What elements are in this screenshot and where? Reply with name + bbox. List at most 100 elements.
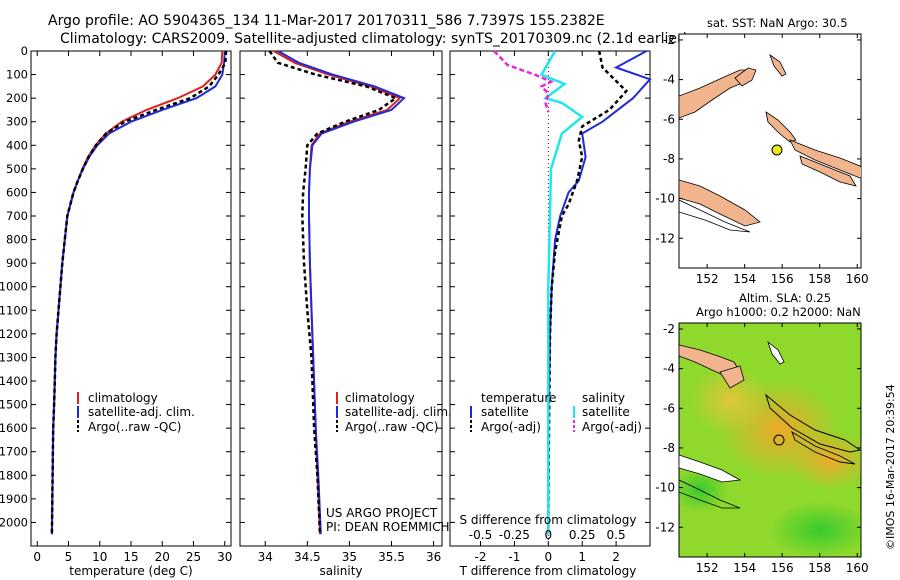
s-argo-difference-line <box>493 50 554 113</box>
climatology-temperature-line <box>50 50 224 535</box>
depth-y-tick-label: 1600 <box>0 421 28 435</box>
sst-map-axes: 152 154 156 158 160 -2 -4 -6 -8 -10 -12 <box>655 33 868 286</box>
temperature-x-tick-label: 25 <box>186 550 201 564</box>
argo-salinity-line <box>268 50 399 535</box>
sla-map-title-2: Argo h1000: 0.2 h2000: NaN <box>696 305 861 319</box>
t-difference-axis-label: T difference from climatology <box>459 564 637 578</box>
difference-x-tick-label: -2 <box>475 550 487 564</box>
solomon-islands-chain <box>789 139 861 179</box>
papua-peninsula <box>679 179 761 227</box>
difference-legend: temperature satellite Argo(-adj) salinit… <box>470 391 642 434</box>
map-lon-tick-label: 158 <box>808 272 831 286</box>
depth-y-tick-label: 1100 <box>0 303 28 317</box>
coast-outline <box>679 199 751 233</box>
map-lon-tick-label: 158 <box>808 561 831 575</box>
papua-peninsula <box>679 454 742 483</box>
salinity-x-tick-label: 35 <box>342 550 357 564</box>
map-lat-tick-label: -8 <box>663 441 675 455</box>
map-lat-tick-label: -10 <box>655 192 675 206</box>
depth-y-tick-label: 1300 <box>0 350 28 364</box>
difference-x-tick-label: 2 <box>612 550 620 564</box>
temperature-x-tick-label: 15 <box>123 550 138 564</box>
coast-outline <box>679 479 741 509</box>
header-line-1: Argo profile: AO 5904365_134 11-Mar-2017… <box>48 13 605 29</box>
sla-high-blob <box>790 430 861 490</box>
header-line-2: Climatology: CARS2009. Satellite-adjuste… <box>60 31 688 47</box>
map-lat-tick-label: -6 <box>663 112 675 126</box>
t-argo-difference-line <box>547 50 629 535</box>
legend-temperature-heading: temperature <box>481 391 556 405</box>
temperature-x-tick-label: 0 <box>33 550 41 564</box>
salinity-x-tick-label: 35.5 <box>378 550 405 564</box>
depth-y-tick-label: 800 <box>6 233 28 247</box>
sla-map-field <box>679 340 861 557</box>
depth-y-tick-label: 300 <box>6 115 28 129</box>
depth-y-tick-label: 1700 <box>0 445 28 459</box>
s-difference-tick-label: 0.25 <box>569 528 596 542</box>
difference-x-tick-label: -1 <box>508 550 520 564</box>
map-lon-tick-label: 156 <box>771 561 794 575</box>
satellite-temperature-line <box>50 50 226 535</box>
temperature-panel: 0 5 10 15 20 25 300100200300400500600700800900… <box>0 44 232 578</box>
depth-y-tick-label: 100 <box>6 68 28 82</box>
depth-y-tick-label: 1800 <box>0 468 28 482</box>
solomon-islands-south <box>799 155 857 187</box>
map-lat-tick-label: -10 <box>655 481 675 495</box>
legend-s-argo-label: Argo(-adj) <box>582 420 642 434</box>
sst-map-land <box>679 53 861 233</box>
depth-y-tick-label: 200 <box>6 91 28 105</box>
map-lat-tick-label: -4 <box>663 73 675 87</box>
map-lon-tick-label: 154 <box>733 561 756 575</box>
depth-y-tick-label: 1200 <box>0 327 28 341</box>
difference-axes-frame <box>449 50 651 547</box>
map-lon-tick-label: 152 <box>696 272 719 286</box>
sst-map-float-marker <box>771 144 783 156</box>
legend-s-satellite-label: satellite <box>582 405 630 419</box>
sla-low-blob <box>770 502 861 557</box>
map-lat-tick-label: -12 <box>655 520 675 534</box>
salinity-x-axis-label: salinity <box>319 564 362 578</box>
legend-argo-label: Argo(..raw -QC) <box>88 420 181 434</box>
project-label: US ARGO PROJECT <box>326 506 438 520</box>
map-lon-tick-label: 160 <box>846 561 869 575</box>
depth-y-tick-label: 900 <box>6 256 28 270</box>
solomon-islands-chain <box>765 393 861 453</box>
solomon-islands-south <box>791 430 856 465</box>
salinity-legend: climatology satellite-adj. clim. Argo(..… <box>326 391 452 534</box>
s-difference-tick-label: 0 <box>544 528 552 542</box>
map-lat-tick-label: -2 <box>663 322 675 336</box>
temperature-x-tick-label: 10 <box>92 550 107 564</box>
depth-y-tick-label: 400 <box>6 138 28 152</box>
depth-y-tick-label: 0 <box>21 44 28 58</box>
s-difference-tick-label: 0.5 <box>607 528 626 542</box>
map-lat-tick-label: -4 <box>663 362 675 376</box>
pi-label: PI: DEAN ROEMMICH <box>326 520 449 534</box>
map-lat-tick-label: -12 <box>655 231 675 245</box>
temperature-axes-frame <box>30 50 232 547</box>
s-satellite-difference-line <box>539 50 585 535</box>
temperature-x-tick-label: 5 <box>65 550 73 564</box>
temperature-legend: climatology satellite-adj. clim. Argo(..… <box>77 391 195 434</box>
depth-y-tick-label: 1000 <box>0 280 28 294</box>
map-lat-tick-label: -6 <box>663 401 675 415</box>
temperature-x-tick-label: 20 <box>155 550 170 564</box>
s-difference-tick-label: -0.5 <box>469 528 492 542</box>
legend-argo-label: Argo(..raw -QC) <box>345 420 438 434</box>
salinity-axes-frame <box>239 50 443 547</box>
salinity-x-tick-label: 34.5 <box>294 550 321 564</box>
map-lat-tick-label: -2 <box>663 33 675 47</box>
s-difference-axis-label: S difference from climatology <box>460 513 637 527</box>
sla-map-float-marker <box>773 434 785 446</box>
temperature-x-tick-label: 30 <box>217 550 232 564</box>
depth-y-tick-label: 600 <box>6 185 28 199</box>
salinity-x-tick-label: 36 <box>426 550 441 564</box>
legend-t-satellite-label: satellite <box>481 405 529 419</box>
depth-y-tick-label: 1400 <box>0 374 28 388</box>
s-difference-tick-label: -0.25 <box>499 528 530 542</box>
depth-y-tick-label: 1900 <box>0 492 28 506</box>
t-satellite-difference-line <box>547 50 652 535</box>
depth-y-tick-label: 2000 <box>0 515 28 529</box>
difference-x-tick-label: 0 <box>544 550 552 564</box>
depth-y-tick-label: 1500 <box>0 398 28 412</box>
